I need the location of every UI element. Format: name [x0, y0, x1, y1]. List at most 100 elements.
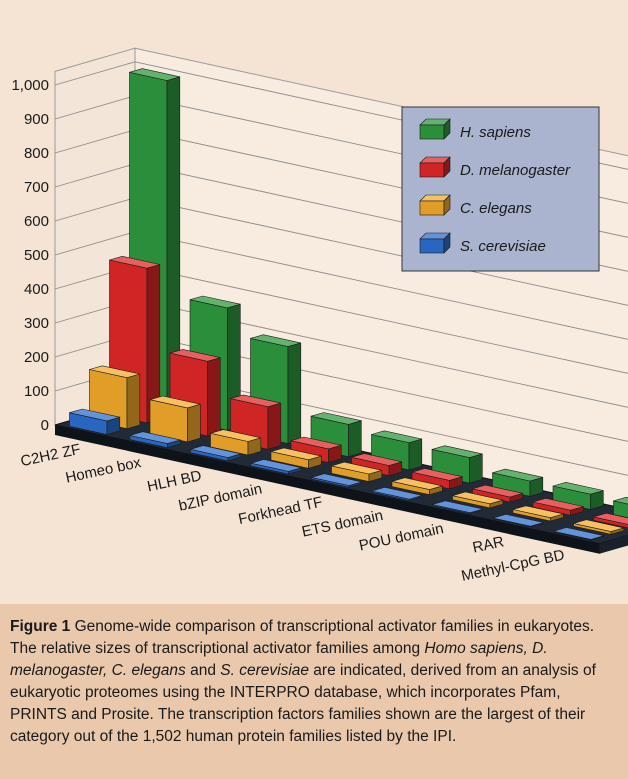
bar: [250, 459, 302, 475]
y-axis-ticks: 0 100 200 300 400 500 600 700 800 900 1,000: [11, 77, 49, 434]
y-tick-label: 0: [41, 417, 49, 434]
bar-top-face: [311, 473, 362, 486]
bar-side-face: [408, 438, 423, 471]
legend-swatch-side: [443, 232, 451, 254]
bar: [512, 505, 564, 522]
bar-top-face: [593, 512, 628, 525]
bar-top-face: [553, 527, 604, 540]
bar-top-face: [411, 468, 463, 481]
bar-top-face: [391, 477, 443, 490]
bar-top-face: [69, 408, 120, 422]
bar: [371, 486, 423, 501]
bar-top-face: [532, 497, 584, 511]
caption-species-1: Homo sapiens, D. melanogaster, C. elegan…: [10, 640, 548, 679]
bar-top-face: [310, 412, 362, 425]
bar-top-face: [492, 468, 543, 482]
y-tick-label: 100: [24, 383, 49, 400]
bar: [411, 468, 463, 490]
bar: [129, 431, 181, 449]
legend-swatch-front: [419, 124, 445, 140]
bar: [190, 445, 242, 462]
chart-bars: [69, 68, 628, 541]
bar-top-face: [190, 445, 241, 458]
legend-label: H. sapiens: [460, 124, 531, 141]
caption-text-2: and: [185, 662, 221, 679]
bar: [311, 473, 363, 488]
bar-top-face: [290, 436, 342, 450]
bar-front-face: [593, 516, 628, 529]
bar-top-face: [492, 513, 544, 527]
bar-top-face: [210, 429, 261, 442]
legend-swatch-front: [419, 162, 445, 178]
bar-top-face: [129, 431, 181, 444]
bar-top-face: [331, 461, 382, 475]
floor-side-edge: [599, 535, 628, 554]
bar: [613, 496, 628, 518]
bar-top-face: [89, 365, 140, 379]
legend: H. sapiens D. melanogaster C. elegans S. ce…: [401, 106, 600, 272]
x-category-label: RAR: [471, 533, 506, 556]
y-tick-label: 200: [24, 349, 49, 366]
bar: [270, 447, 322, 469]
bar: [452, 491, 504, 509]
caption-species-2: S. cerevisiae: [220, 662, 309, 679]
bar-top-face: [613, 496, 628, 505]
bar-side-face: [287, 342, 302, 444]
bar: [331, 461, 383, 482]
chart: 0 100 200 300 400 500 600 700 800 900 1,000 C2H2 Z…: [11, 47, 628, 585]
caption-figure-label: Figure 1: [10, 618, 71, 635]
bar: [432, 500, 484, 515]
y-tick-label: 400: [24, 281, 49, 298]
caption-text-3: are indicated, derived from an analysis …: [10, 662, 596, 745]
legend-label: S. cerevisiae: [460, 238, 546, 255]
y-tick-label: 900: [24, 111, 49, 128]
y-tick-label: 700: [24, 179, 49, 196]
y-tick-label: 1,000: [11, 77, 49, 94]
bar: [210, 429, 262, 456]
legend-label: D. melanogaster: [460, 162, 571, 179]
bar-top-face: [371, 486, 423, 500]
bar: [492, 513, 544, 528]
legend-swatch-front: [419, 200, 445, 216]
legend-swatch-side: [443, 194, 451, 216]
bar-top-face: [250, 459, 302, 472]
bar-top-face: [452, 491, 503, 505]
bar: [149, 395, 201, 443]
bar-side-face: [267, 402, 282, 450]
bar: [69, 408, 121, 435]
floor-front-edge: [55, 425, 600, 554]
bar-top-face: [250, 334, 301, 347]
bar-top-face: [270, 447, 322, 461]
bar: [532, 497, 584, 516]
bar-side-face: [207, 357, 221, 437]
y-tick-label: 500: [24, 247, 49, 264]
bar-top-face: [431, 445, 483, 458]
bar-side-face: [348, 420, 362, 458]
x-category-label: HLH BD: [146, 467, 204, 495]
bar: [89, 365, 141, 430]
bar-top-face: [149, 395, 201, 409]
bar-top-face: [169, 349, 221, 362]
bar-top-face: [573, 519, 624, 532]
caption-text-1: Genome-wide comparison of transcriptiona…: [10, 618, 595, 657]
bar: [391, 477, 443, 496]
y-tick-label: 600: [24, 213, 49, 230]
bar-side-face: [187, 403, 201, 443]
y-tick-label: 800: [24, 145, 49, 162]
legend-swatch-front: [419, 238, 445, 254]
legend-swatch-side: [443, 118, 451, 140]
bar-top-face: [432, 500, 483, 514]
x-category-label: Homeo box: [64, 454, 143, 487]
y-tick-label: 300: [24, 315, 49, 332]
legend-swatch-side: [443, 156, 451, 178]
bar-front-face: [613, 500, 628, 518]
bar-top-face: [129, 68, 180, 81]
x-category-label: C2H2 ZF: [19, 441, 82, 470]
bar: [553, 527, 605, 541]
bar-top-face: [472, 484, 523, 498]
bar-side-face: [469, 453, 483, 484]
bar-top-face: [109, 255, 160, 269]
legend-label: C. elegans: [460, 200, 532, 217]
bar-top-face: [230, 394, 281, 408]
